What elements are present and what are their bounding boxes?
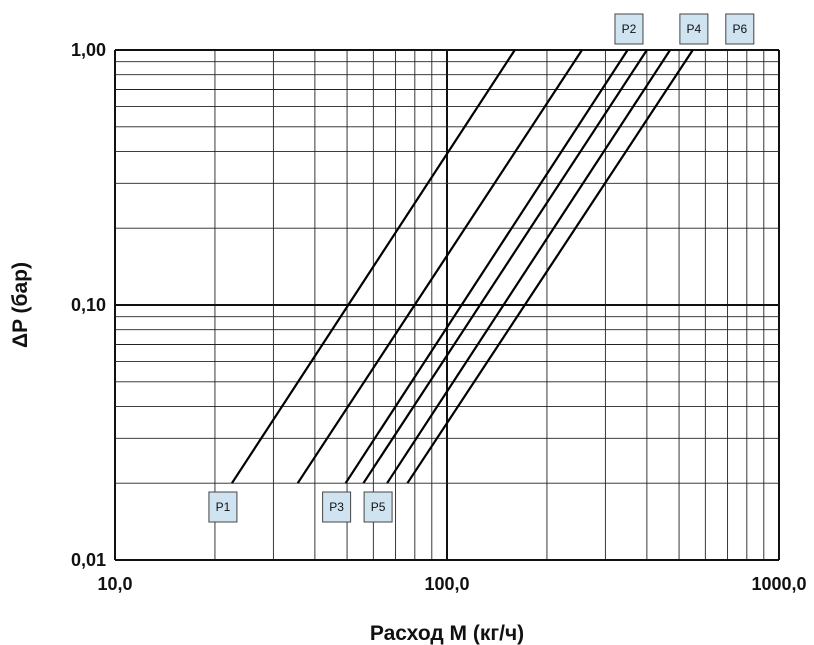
y-tick-label: 1,00: [71, 40, 106, 60]
series-tag-box: [208, 491, 238, 523]
tick-labels: 10,0 100,0 1000,0 0,01 0,10 1,00: [71, 40, 807, 594]
series-tag-p6: P6: [725, 13, 755, 45]
y-axis-label: ΔP (бар): [9, 262, 32, 348]
x-tick-label: 1000,0: [751, 574, 806, 594]
series-line-p2: [296, 49, 583, 484]
series-tag-label: P2: [622, 22, 637, 36]
series-tag-box: [679, 13, 709, 45]
series-tag-label: P3: [329, 500, 344, 514]
series-tag-label: P6: [732, 22, 747, 36]
series-tag-box: [725, 13, 755, 45]
series-tags: P1 P2 P3 P4 P5 P6: [208, 13, 755, 523]
series-tag-p2: P2: [614, 13, 644, 45]
x-tick-label: 100,0: [424, 574, 469, 594]
series-tag-p1: P1: [208, 491, 238, 523]
x-axis-label: Расход М (кг/ч): [370, 622, 524, 645]
series-line-p6: [406, 49, 694, 484]
series-tag-box: [614, 13, 644, 45]
series-tag-label: P1: [216, 500, 231, 514]
series-tag-p3: P3: [322, 491, 352, 523]
series-line-p1: [230, 49, 516, 484]
series-tag-label: P4: [687, 22, 702, 36]
grid: [114, 49, 780, 561]
series-line-p5: [386, 49, 672, 484]
series-tag-label: P5: [371, 500, 386, 514]
series-line-p3: [344, 49, 629, 484]
series-tag-p4: P4: [679, 13, 709, 45]
series-tag-box: [363, 491, 393, 523]
y-tick-label: 0,01: [71, 550, 106, 570]
series-lines: [230, 49, 694, 484]
series-line-p4: [362, 49, 648, 484]
y-tick-label: 0,10: [71, 295, 106, 315]
series-tag-p5: P5: [363, 491, 393, 523]
x-tick-label: 10,0: [97, 574, 132, 594]
series-tag-box: [322, 491, 352, 523]
